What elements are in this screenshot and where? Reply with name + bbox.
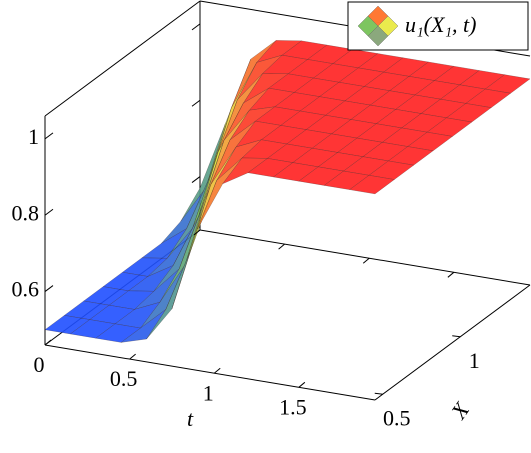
x-axis-label: X	[445, 397, 475, 424]
x-tick	[374, 392, 383, 395]
x-tick	[452, 335, 461, 338]
z-tick	[191, 176, 201, 183]
t-tick	[193, 229, 201, 236]
z-tick	[44, 132, 54, 140]
z-tick-label: 0.6	[12, 277, 40, 302]
ticks: 0.6 0.8 1 0 0.5 1 1.5 0.5 1	[12, 23, 480, 430]
t-tick-label: 1	[203, 380, 214, 405]
t-tick	[213, 367, 221, 374]
t-tick	[278, 243, 285, 250]
z-tick	[44, 285, 54, 292]
z-tick-label: 0.8	[12, 200, 40, 225]
x-tick-label: 0.5	[383, 405, 411, 430]
t-tick	[362, 257, 370, 264]
z-tick	[191, 99, 201, 107]
axis-line	[199, 229, 531, 286]
t-tick-label: 0	[34, 352, 45, 377]
x-tick-label: 1	[469, 348, 480, 373]
surface-patch	[348, 175, 395, 195]
surface	[44, 40, 531, 343]
axis-line	[44, 0, 201, 117]
z-tick	[191, 23, 201, 31]
z-tick-label: 1	[28, 124, 39, 149]
legend: u₁(X₁, t)	[347, 1, 529, 51]
axis-line	[374, 284, 531, 401]
t-tick	[129, 353, 136, 360]
t-tick-label: 1.5	[279, 394, 307, 419]
t-tick	[447, 271, 455, 278]
legend-icon	[357, 5, 399, 47]
legend-label: u₁(X₁, t)	[405, 12, 477, 37]
t-tick	[44, 339, 52, 346]
axis-line	[44, 344, 376, 401]
t-axis-label: t	[187, 406, 194, 431]
z-tick	[44, 208, 54, 216]
t-tick-label: 0.5	[110, 366, 138, 391]
t-tick	[298, 381, 306, 388]
